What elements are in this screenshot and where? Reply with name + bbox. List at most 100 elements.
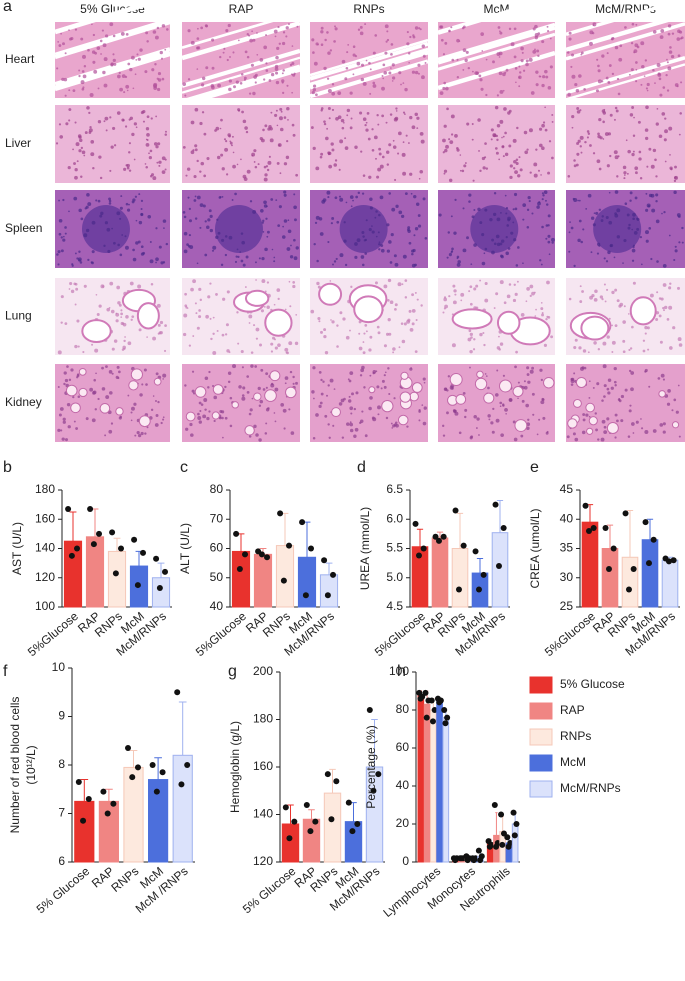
nucleus [384,371,387,374]
nucleus [529,294,532,298]
data-point [429,718,436,725]
nucleus [570,383,574,386]
data-point [498,811,505,818]
nucleus [664,305,668,310]
nucleus [610,386,614,390]
nucleus [291,61,295,65]
nucleus [249,408,253,412]
nucleus [364,238,368,242]
nucleus [182,82,187,87]
nucleus [652,429,657,433]
nucleus [136,53,139,56]
data-point [440,533,447,540]
bar [581,521,599,608]
nucleus [145,138,148,141]
nucleus [206,156,210,161]
nucleus [378,243,381,246]
nucleus [392,139,395,142]
nucleus [135,59,138,61]
nucleus [293,238,296,242]
nucleus [613,150,618,155]
nucleus [660,28,665,33]
nucleus [362,117,367,121]
nucleus [666,402,671,406]
nucleus [627,313,630,315]
nucleus [131,406,135,411]
nucleus [628,223,631,227]
nucleus [424,236,428,240]
nucleus [320,330,323,334]
nucleus [97,199,101,203]
nucleus [317,285,321,289]
nucleus [484,142,487,145]
nucleus [235,80,240,84]
nucleus [83,284,87,288]
nucleus [594,412,597,415]
nucleus [669,346,673,350]
nucleus [264,173,268,177]
nucleus [421,404,424,406]
nucleus [506,224,510,227]
nucleus [119,87,123,92]
nucleus [631,422,635,426]
data-point [258,551,265,558]
nucleus [207,386,210,389]
nucleus [477,207,481,212]
nucleus [526,366,530,370]
nucleus [219,55,222,59]
nucleus [93,69,98,74]
nucleus [518,85,521,88]
nucleus [332,263,334,266]
nucleus [448,138,451,141]
nucleus [199,409,202,413]
histology-image [309,22,429,99]
nucleus [641,64,645,69]
data-point [452,857,459,864]
error-bar [501,815,504,832]
nucleus [83,154,86,157]
nucleus [659,340,663,344]
nucleus [468,290,471,293]
nucleus [208,410,211,413]
nucleus [479,221,483,225]
nucleus [498,56,501,58]
nucleus [225,173,229,176]
nucleus [162,219,167,223]
nucleus [422,421,427,426]
nucleus [203,174,207,178]
nucleus [186,167,191,171]
nucleus [117,376,120,380]
nucleus [508,144,512,148]
nucleus [121,234,124,236]
nucleus [276,124,279,127]
nucleus [541,313,544,317]
nucleus [188,207,191,210]
bar [85,536,105,608]
nucleus [323,66,327,71]
nucleus [400,83,402,86]
nucleus [154,400,157,403]
nucleus [579,145,582,148]
nucleus [148,156,152,160]
nucleus [110,309,115,314]
nucleus [162,378,164,380]
nucleus [406,425,409,428]
nucleus [283,193,287,197]
nucleus [211,85,215,90]
nucleus [188,233,192,237]
legend-label: RAP [560,703,585,717]
tubule [483,392,495,404]
nucleus [135,219,138,222]
nucleus [472,348,476,351]
nucleus [634,166,639,171]
nucleus [312,88,317,92]
nucleus [597,132,600,136]
nucleus [644,332,647,335]
nucleus [275,55,279,60]
nucleus [547,86,552,90]
nucleus [484,281,488,286]
nucleus [86,106,90,110]
tubule [285,386,297,399]
nucleus [504,194,507,197]
bar [151,577,171,608]
